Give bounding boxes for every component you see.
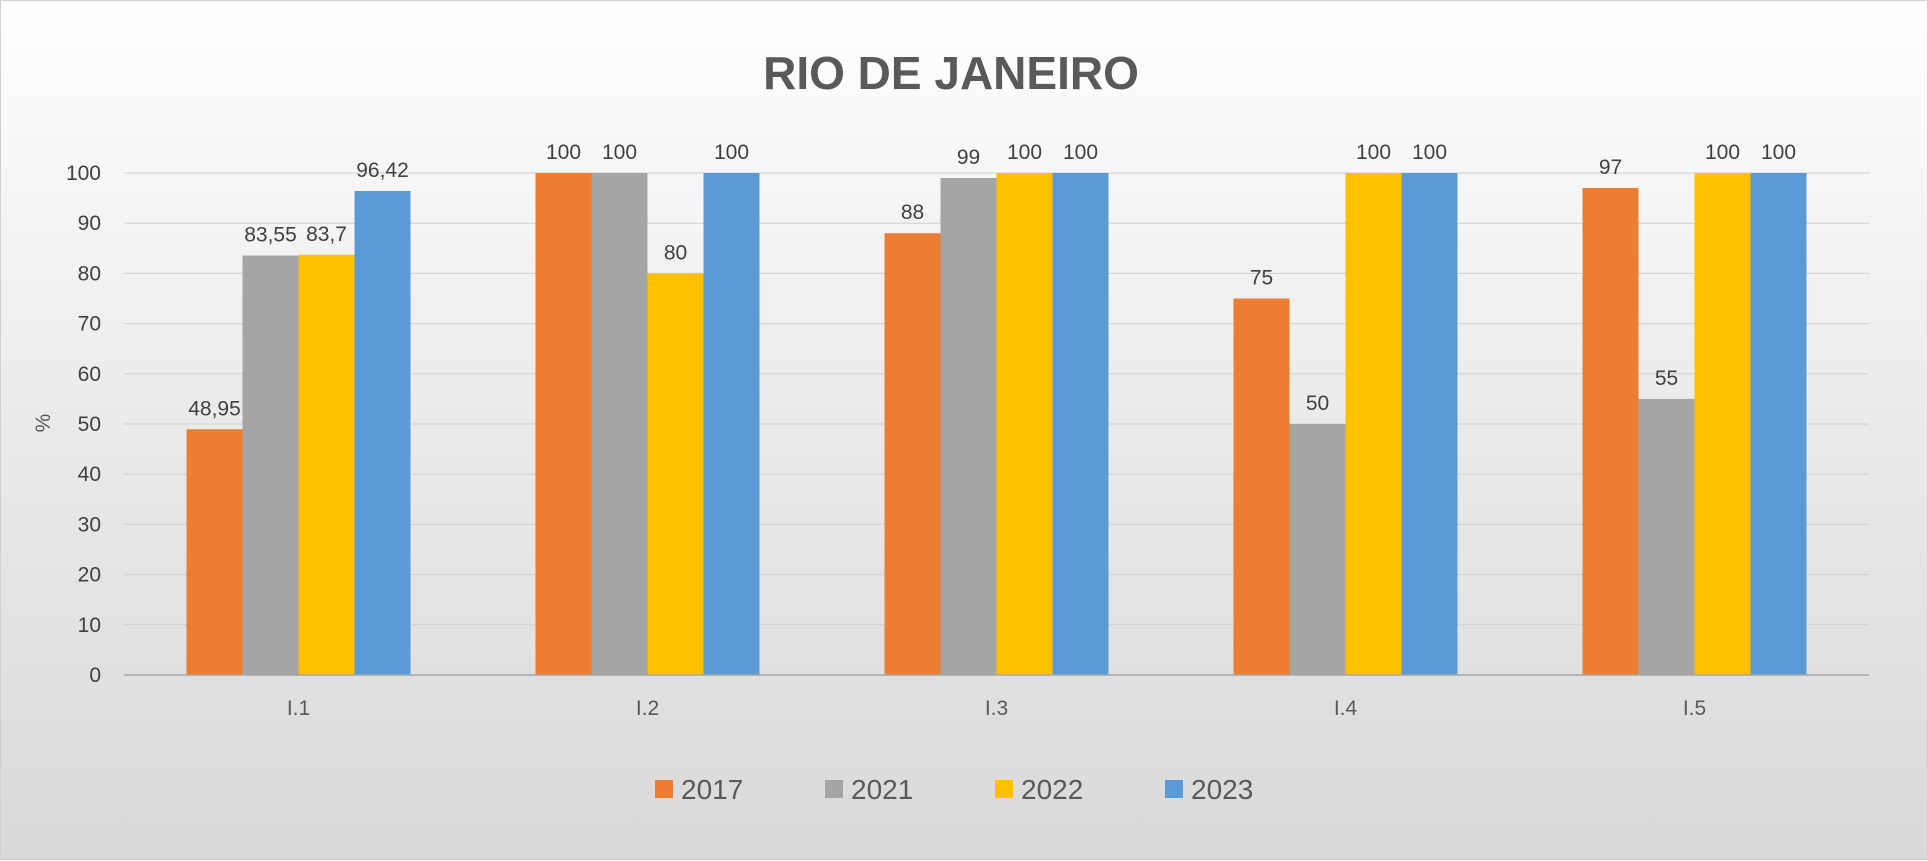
data-label: 80 <box>664 241 687 264</box>
data-label: 100 <box>1007 141 1042 164</box>
bar <box>1401 173 1458 675</box>
y-tick-label: 10 <box>78 614 101 637</box>
bar <box>1638 398 1695 675</box>
bar <box>1345 173 1402 675</box>
y-tick-label: 100 <box>66 162 101 185</box>
bar <box>354 190 411 675</box>
data-label: 55 <box>1655 367 1678 390</box>
bar <box>591 173 648 675</box>
chart-title: RIO DE JANEIRO <box>763 47 1139 99</box>
data-label: 100 <box>714 141 749 164</box>
data-label: 50 <box>1306 392 1329 415</box>
data-label: 83,7 <box>306 223 347 246</box>
legend-label: 2021 <box>851 774 913 805</box>
data-label: 96,42 <box>356 159 409 182</box>
data-label: 97 <box>1599 156 1622 179</box>
y-tick-label: 80 <box>78 262 101 285</box>
legend-swatch <box>1165 780 1183 798</box>
bar <box>996 173 1053 675</box>
x-axis: I.1 I.2 I.3 I.4 I.5 <box>124 674 1869 720</box>
legend-swatch <box>825 780 843 798</box>
y-tick-label: 30 <box>78 513 101 536</box>
data-label: 100 <box>602 141 637 164</box>
bar <box>1750 173 1807 675</box>
y-tick-label: 50 <box>78 413 101 436</box>
data-label: 83,55 <box>244 224 297 247</box>
x-tick-label: I.4 <box>1334 697 1358 720</box>
bar <box>1289 424 1346 675</box>
bar <box>1052 173 1109 675</box>
y-tick-label: 70 <box>78 313 101 336</box>
bar <box>298 254 355 676</box>
data-label: 100 <box>1412 141 1447 164</box>
x-tick-label: I.2 <box>636 697 659 720</box>
data-label: 75 <box>1250 267 1273 290</box>
bars <box>186 173 1807 676</box>
bar <box>940 178 997 675</box>
bar <box>703 173 760 675</box>
x-tick-label: I.3 <box>985 697 1008 720</box>
x-tick-label: I.1 <box>287 697 310 720</box>
legend-swatch <box>995 780 1013 798</box>
data-label: 100 <box>546 141 581 164</box>
y-tick-label: 20 <box>78 564 101 587</box>
data-label: 100 <box>1705 141 1740 164</box>
data-label: 100 <box>1063 141 1098 164</box>
bar <box>1582 188 1639 675</box>
legend-label: 2023 <box>1191 774 1253 805</box>
bar <box>1694 173 1751 675</box>
y-axis-ticks: 0 10 20 30 40 50 60 70 80 90 100 <box>66 162 101 687</box>
legend: 2017 2021 2022 2023 <box>655 774 1253 805</box>
legend-swatch <box>655 780 673 798</box>
y-tick-label: 40 <box>78 463 101 486</box>
data-labels: 48,95 83,55 83,7 96,42 100 100 80 100 88 99 100 100… <box>188 141 1796 420</box>
data-label: 99 <box>957 146 980 169</box>
bar <box>884 233 941 676</box>
bar <box>186 429 243 675</box>
legend-label: 2022 <box>1021 774 1083 805</box>
data-label: 48,95 <box>188 397 241 420</box>
data-label: 88 <box>901 201 924 224</box>
bar <box>242 255 299 676</box>
y-axis-label: % <box>32 414 55 433</box>
y-tick-label: 90 <box>78 212 101 235</box>
legend-label: 2017 <box>681 774 743 805</box>
x-tick-label: I.5 <box>1683 697 1706 720</box>
bar <box>647 273 704 675</box>
y-tick-label: 0 <box>89 664 101 687</box>
data-label: 100 <box>1356 141 1391 164</box>
y-tick-label: 60 <box>78 363 101 386</box>
bar <box>535 173 592 675</box>
bar <box>1233 298 1290 675</box>
data-label: 100 <box>1761 141 1796 164</box>
